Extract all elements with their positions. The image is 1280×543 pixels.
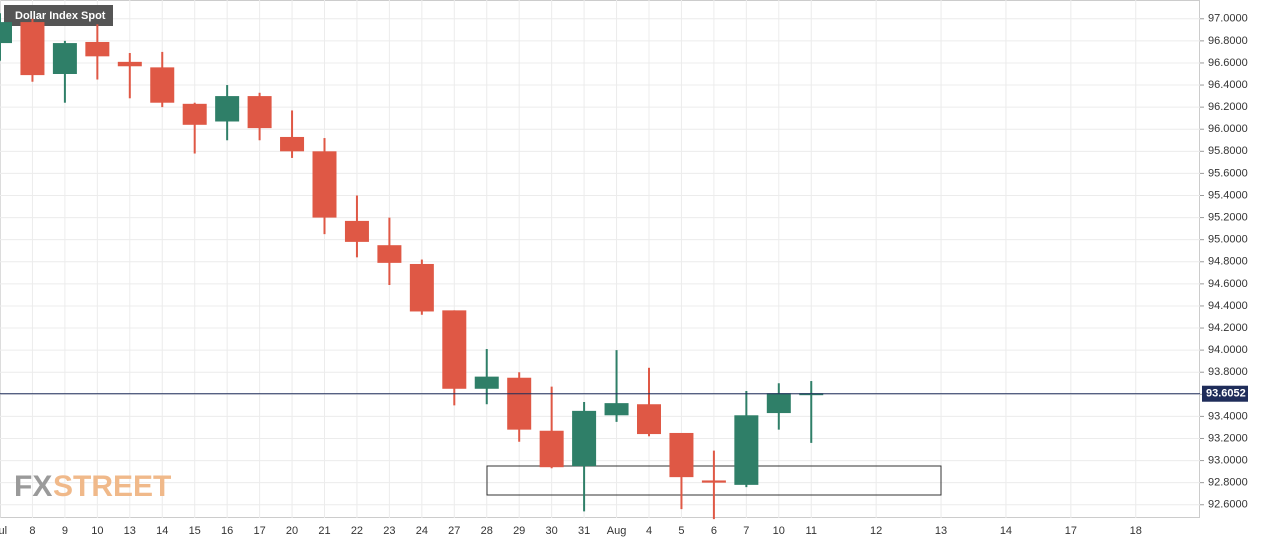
y-tick-label: 92.6000 <box>1208 499 1248 511</box>
candle-body <box>85 41 110 57</box>
x-tick-label: 15 <box>189 525 201 537</box>
x-tick-label: 7 <box>743 525 749 537</box>
x-tick-label: 5 <box>678 525 684 537</box>
x-tick-label: 14 <box>156 525 168 537</box>
candle-body <box>0 22 12 44</box>
x-tick-label: 13 <box>935 525 947 537</box>
y-tick-label: 97.0000 <box>1208 13 1248 25</box>
x-tick-label: 31 <box>578 525 590 537</box>
x-tick-label: 16 <box>221 525 233 537</box>
x-tick-label: 20 <box>286 525 298 537</box>
y-tick-label: 93.4000 <box>1208 410 1248 422</box>
candle-body <box>150 67 175 103</box>
y-tick-label: 95.6000 <box>1208 167 1248 179</box>
candle-body <box>507 377 532 430</box>
x-tick-label: 6 <box>711 525 717 537</box>
x-tick-label: 23 <box>383 525 395 537</box>
x-tick-label: Aug <box>607 525 627 537</box>
candle-body <box>572 410 597 467</box>
candle-body <box>344 220 369 242</box>
last-price-label: 93.6052 <box>1206 388 1246 400</box>
candle-body <box>734 415 759 485</box>
candle-body <box>312 151 337 218</box>
y-tick-label: 95.2000 <box>1208 211 1248 223</box>
y-tick-label: 95.0000 <box>1208 234 1248 246</box>
x-tick-label: 10 <box>773 525 785 537</box>
y-tick-label: 96.0000 <box>1208 123 1248 135</box>
x-tick-label: 4 <box>646 525 652 537</box>
x-tick-label: 28 <box>481 525 493 537</box>
x-tick-label: 24 <box>416 525 428 537</box>
candle-body <box>701 480 726 483</box>
candle-body <box>539 430 564 468</box>
x-tick-label: 9 <box>62 525 68 537</box>
x-tick-label: 8 <box>29 525 35 537</box>
y-tick-label: 92.8000 <box>1208 477 1248 489</box>
title-box <box>4 5 113 26</box>
candle-body <box>474 376 499 389</box>
y-tick-label: 96.4000 <box>1208 79 1248 91</box>
x-tick-label: 18 <box>1130 525 1142 537</box>
candle-body <box>215 96 240 122</box>
y-tick-label: 93.8000 <box>1208 366 1248 378</box>
y-tick-label: 96.2000 <box>1208 101 1248 113</box>
y-tick-label: 93.0000 <box>1208 454 1248 466</box>
y-tick-label: 94.2000 <box>1208 322 1248 334</box>
plot-area <box>0 0 1200 518</box>
x-tick-label: 22 <box>351 525 363 537</box>
x-tick-label: 21 <box>318 525 330 537</box>
y-tick-label: 94.0000 <box>1208 344 1248 356</box>
watermark-fx: FX <box>14 470 52 503</box>
x-tick-label: 27 <box>448 525 460 537</box>
y-tick-label: 95.8000 <box>1208 145 1248 157</box>
x-tick-label: 13 <box>124 525 136 537</box>
x-tick-label: 10 <box>91 525 103 537</box>
candle-body <box>669 432 694 478</box>
candle-body <box>182 103 207 125</box>
x-tick-label: 17 <box>1065 525 1077 537</box>
last-price-box <box>1202 385 1248 402</box>
x-tick-label: 14 <box>1000 525 1012 537</box>
y-tick-label: 95.4000 <box>1208 189 1248 201</box>
x-tick-label: 29 <box>513 525 525 537</box>
y-tick-label: 96.8000 <box>1208 35 1248 47</box>
candle-body <box>247 96 272 129</box>
candle-body <box>442 310 467 389</box>
x-tick-label: 30 <box>546 525 558 537</box>
watermark-street: STREET <box>53 470 171 503</box>
y-tick-label: 94.4000 <box>1208 300 1248 312</box>
candle-body <box>409 263 434 312</box>
candle-body <box>20 22 45 76</box>
candle-body <box>52 43 77 74</box>
y-tick-label: 94.6000 <box>1208 278 1248 290</box>
candle-body <box>377 245 402 263</box>
candle-body <box>766 393 791 414</box>
y-tick-label: 94.8000 <box>1208 256 1248 268</box>
y-tick-label: 96.6000 <box>1208 57 1248 69</box>
chart-title: Dollar Index Spot <box>15 10 106 22</box>
candle-body <box>604 403 629 416</box>
x-tick-label: 11 <box>806 525 817 537</box>
x-tick-label: 17 <box>253 525 265 537</box>
candle-body <box>117 61 142 67</box>
candle-body <box>637 404 661 435</box>
x-tick-label: Jul <box>0 525 7 537</box>
candle-body <box>280 136 305 152</box>
x-tick-label: 12 <box>870 525 882 537</box>
y-tick-label: 93.2000 <box>1208 432 1248 444</box>
